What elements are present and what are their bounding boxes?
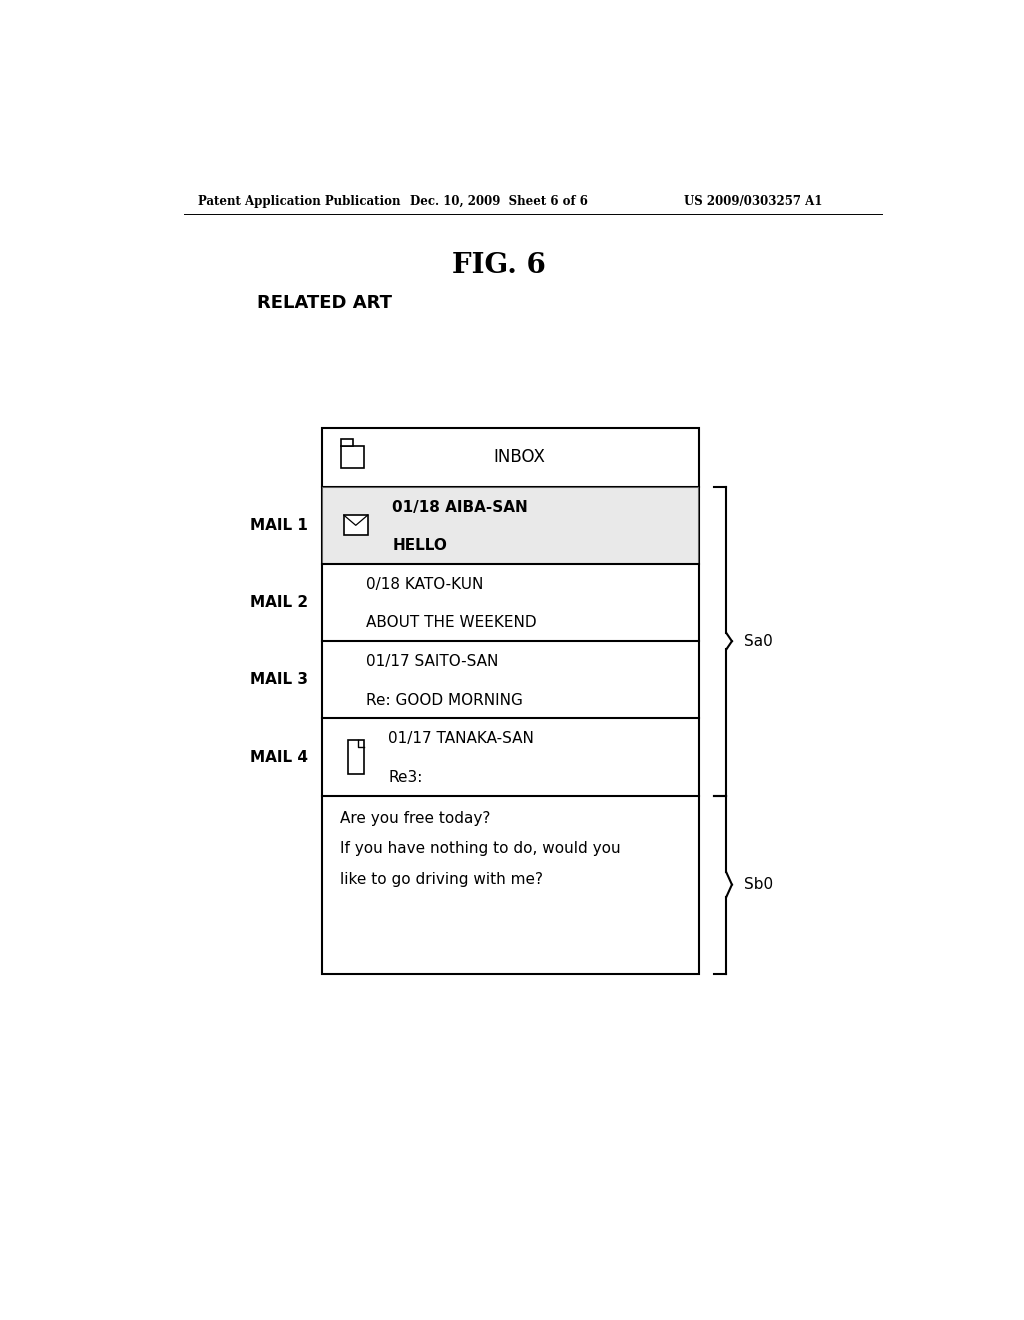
Bar [323, 428, 699, 974]
Bar [341, 446, 364, 469]
Text: Re: GOOD MORNING: Re: GOOD MORNING [367, 693, 523, 708]
Text: HELLO: HELLO [392, 539, 447, 553]
Text: 01/18 AIBA-SAN: 01/18 AIBA-SAN [392, 499, 528, 515]
Text: like to go driving with me?: like to go driving with me? [340, 873, 543, 887]
Text: US 2009/0303257 A1: US 2009/0303257 A1 [684, 194, 822, 207]
Text: ABOUT THE WEEKEND: ABOUT THE WEEKEND [367, 615, 537, 631]
Bar [323, 487, 699, 564]
Text: Dec. 10, 2009  Sheet 6 of 6: Dec. 10, 2009 Sheet 6 of 6 [410, 194, 588, 207]
Text: MAIL 2: MAIL 2 [250, 595, 308, 610]
Text: Are you free today?: Are you free today? [340, 810, 490, 826]
Text: MAIL 1: MAIL 1 [250, 517, 308, 533]
Bar [348, 741, 364, 774]
Text: INBOX: INBOX [493, 449, 545, 466]
Text: 01/17 TANAKA-SAN: 01/17 TANAKA-SAN [388, 731, 535, 746]
Bar [341, 440, 352, 446]
Text: MAIL 3: MAIL 3 [250, 672, 308, 688]
Text: MAIL 4: MAIL 4 [250, 750, 308, 764]
Text: 0/18 KATO-KUN: 0/18 KATO-KUN [367, 577, 483, 591]
Text: RELATED ART: RELATED ART [257, 294, 391, 312]
Text: Re3:: Re3: [388, 770, 423, 785]
Text: Sb0: Sb0 [743, 876, 773, 892]
Text: FIG. 6: FIG. 6 [453, 252, 547, 279]
Text: Patent Application Publication: Patent Application Publication [198, 194, 400, 207]
Bar [344, 515, 368, 536]
Text: 01/17 SAITO-SAN: 01/17 SAITO-SAN [367, 653, 499, 669]
Text: If you have nothing to do, would you: If you have nothing to do, would you [340, 841, 621, 857]
Text: Sa0: Sa0 [743, 634, 772, 648]
